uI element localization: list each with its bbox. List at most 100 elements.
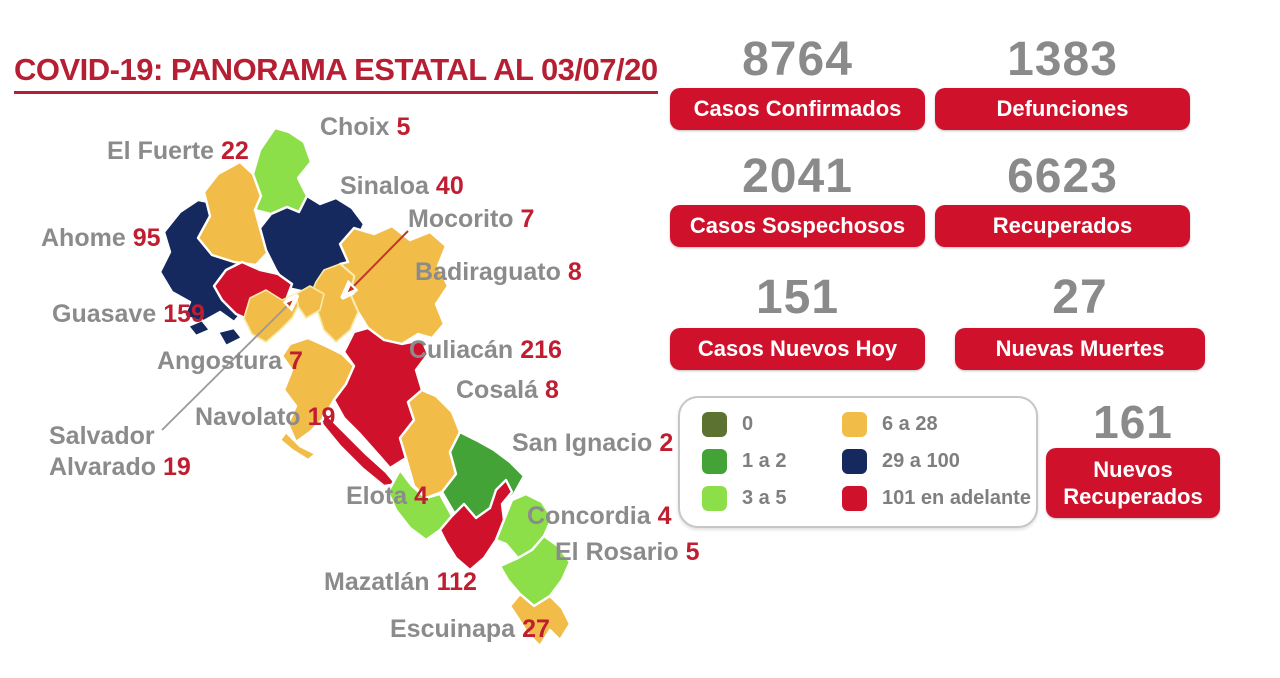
municipality-value: 40 <box>435 172 464 200</box>
legend-item: 101 en adelante <box>842 486 1031 511</box>
municipality-value: 4 <box>657 502 672 530</box>
stat-value: 27 <box>1052 271 1108 324</box>
legend-label: 0 <box>742 413 754 435</box>
municipality-name: Guasave <box>52 300 157 328</box>
legend-item: 3 a 5 <box>702 486 786 511</box>
label-ahome: Ahome 95 <box>41 223 161 254</box>
region-mazatlan <box>438 478 514 572</box>
label-navolato: Navolato 19 <box>195 402 335 433</box>
municipality-value: 216 <box>520 336 562 364</box>
municipality-value: 159 <box>163 300 205 328</box>
label-mazatlan: Mazatlán 112 <box>324 567 477 598</box>
stat-label-badge: Casos Nuevos Hoy <box>670 328 925 370</box>
municipality-value: 5 <box>396 113 411 141</box>
label-cosala: Cosalá 8 <box>456 375 559 406</box>
stat-value: 2041 <box>742 150 853 203</box>
stat-label-badge: Casos Confirmados <box>670 88 925 130</box>
region-navolato <box>280 336 356 444</box>
municipality-value: 5 <box>685 538 700 566</box>
municipality-name: El Rosario <box>555 538 679 566</box>
legend-swatch <box>702 449 727 474</box>
region-el-rosario <box>498 534 572 608</box>
map-legend: 0 1 a 2 3 a 5 6 a 28 29 a 100 101 en ade… <box>678 396 1038 528</box>
municipality-value: 19 <box>162 453 191 481</box>
region-angostura <box>243 289 299 343</box>
municipality-value: 8 <box>544 376 559 404</box>
leader-line-mocorito <box>345 230 409 295</box>
stat-casos-confirmados: 8764 Casos Confirmados <box>670 33 925 130</box>
municipality-name: Cosalá <box>456 376 538 404</box>
municipality-value: 95 <box>132 224 161 252</box>
stat-label-badge: Nuevas Muertes <box>955 328 1205 370</box>
municipality-name: Culiacán <box>409 336 514 364</box>
legend-swatch <box>702 412 727 437</box>
stat-value: 8764 <box>742 33 853 86</box>
stat-value: 1383 <box>1007 33 1118 86</box>
stat-value: 151 <box>755 271 840 324</box>
legend-swatch <box>842 412 867 437</box>
label-badiraguato: Badiraguato 8 <box>415 257 582 288</box>
municipality-value: 7 <box>289 347 303 375</box>
municipality-name: Escuinapa <box>390 615 516 643</box>
label-concordia: Concordia 4 <box>527 501 672 532</box>
municipality-value: 22 <box>220 137 249 165</box>
municipality-name: Concordia <box>527 502 651 530</box>
legend-swatch <box>702 486 727 511</box>
legend-item: 1 a 2 <box>702 449 786 474</box>
municipality-name: Angostura <box>157 347 282 375</box>
municipality-name: El Fuerte <box>107 137 214 165</box>
municipality-name: Mazatlán <box>324 568 430 596</box>
municipality-name: Navolato <box>195 403 301 431</box>
region-culiacan-spit <box>320 410 398 488</box>
municipality-name: Ahome <box>41 224 126 252</box>
region-ahome-island <box>216 326 244 348</box>
stat-label-badge: Casos Sospechosos <box>670 205 925 247</box>
municipality-value: 27 <box>522 615 550 643</box>
municipality-value: 8 <box>567 258 582 286</box>
label-escuinapa: Escuinapa 27 <box>390 614 550 645</box>
legend-item: 6 a 28 <box>842 412 938 437</box>
label-san-ignacio: San Ignacio 2 <box>512 428 673 459</box>
municipality-name: Mocorito <box>408 205 514 233</box>
label-mocorito: Mocorito 7 <box>408 204 534 235</box>
municipality-name: Sinaloa <box>340 172 429 200</box>
region-escuinapa <box>508 592 572 648</box>
label-el-fuerte: El Fuerte 22 <box>107 136 249 167</box>
legend-item: 29 a 100 <box>842 449 960 474</box>
label-choix: Choix 5 <box>320 112 410 143</box>
stat-label-badge: Defunciones <box>935 88 1190 130</box>
municipality-value: 7 <box>520 205 535 233</box>
label-el-rosario: El Rosario 5 <box>555 537 700 568</box>
legend-label: 6 a 28 <box>882 413 938 435</box>
stat-defunciones: 1383 Defunciones <box>935 33 1190 130</box>
municipality-name: Salvador Alvarado <box>49 422 156 481</box>
label-guasave: Guasave 159 <box>52 299 205 330</box>
legend-label: 29 a 100 <box>882 450 960 472</box>
label-salvador-alvarado: Salvador Alvarado 19 <box>49 421 199 483</box>
stat-label-badge: Nuevos Recuperados <box>1046 448 1220 518</box>
stat-value: 161 <box>1093 396 1173 448</box>
sinaloa-choropleth-map <box>158 126 572 648</box>
stat-casos-nuevos-hoy: 151 Casos Nuevos Hoy <box>670 271 925 370</box>
stat-value: 6623 <box>1007 150 1118 203</box>
legend-swatch <box>842 486 867 511</box>
municipality-value: 2 <box>659 429 674 457</box>
municipality-name: San Ignacio <box>512 429 653 457</box>
leader-line-salvador-alvarado <box>161 298 295 431</box>
label-sinaloa: Sinaloa 40 <box>340 171 464 202</box>
region-choix <box>251 126 313 216</box>
label-elota: Elota 4 <box>346 481 428 512</box>
legend-label: 101 en adelante <box>882 487 1031 509</box>
municipality-value: 112 <box>436 568 477 596</box>
stat-recuperados: 6623 Recuperados <box>935 150 1190 247</box>
legend-swatch <box>842 449 867 474</box>
label-culiacan: Culiacán 216 <box>409 335 562 366</box>
stat-nuevos-recuperados: 161 Nuevos Recuperados <box>1046 396 1220 518</box>
legend-label: 3 a 5 <box>742 487 787 509</box>
legend-label: 1 a 2 <box>742 450 787 472</box>
label-angostura: Angostura 7 <box>157 346 303 377</box>
region-ahome-island <box>186 318 212 338</box>
page-title: COVID-19: PANORAMA ESTATAL AL 03/07/20 <box>14 52 658 94</box>
region-navolato-coast <box>278 430 318 462</box>
